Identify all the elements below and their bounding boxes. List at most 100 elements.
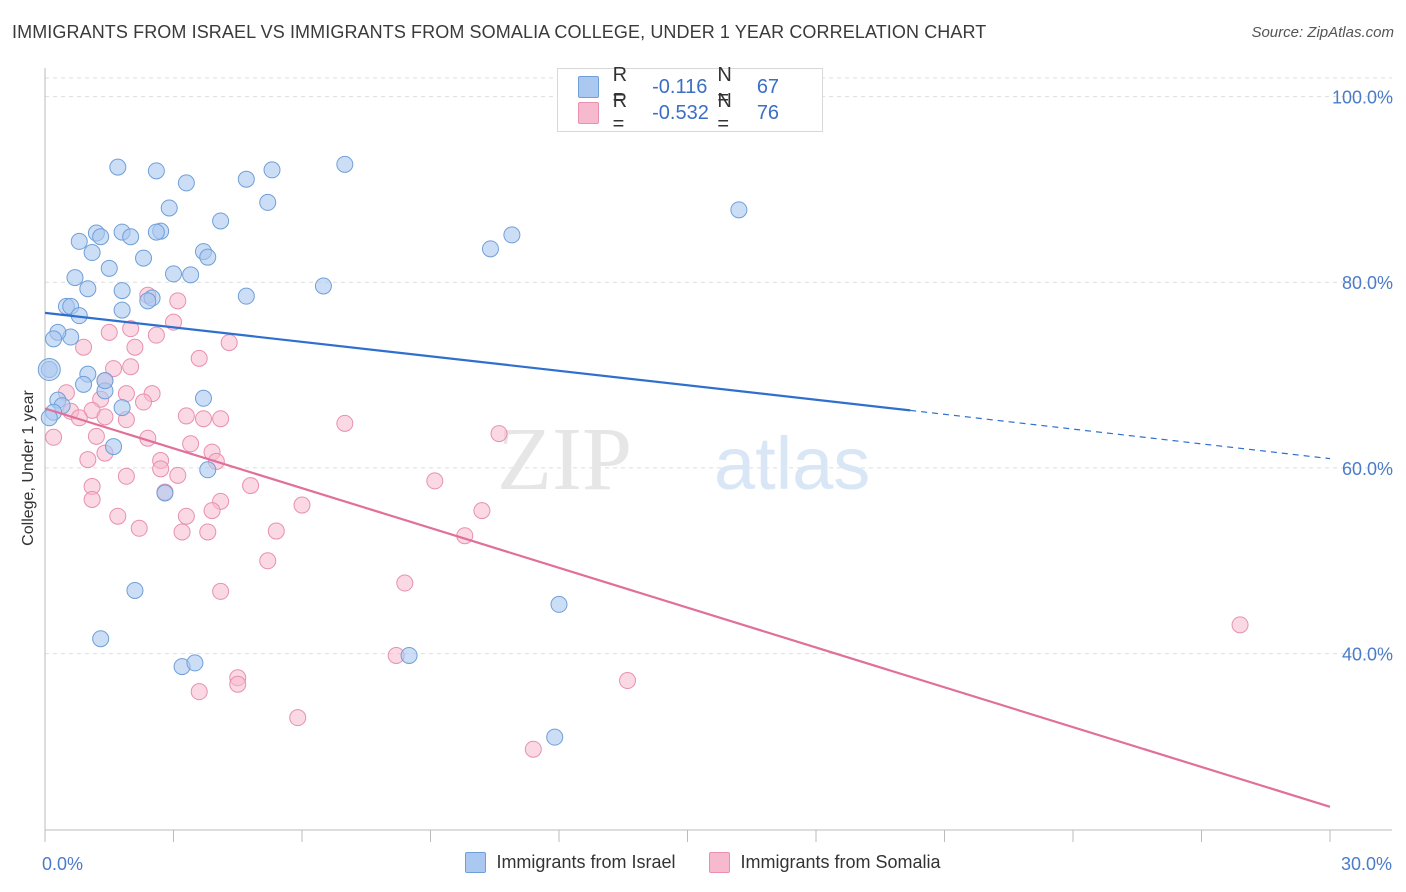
source-credit: Source: ZipAtlas.com — [1251, 24, 1394, 41]
point-somalia — [242, 477, 260, 495]
point-somalia — [152, 460, 170, 478]
point-israel — [186, 654, 204, 672]
point-israel — [156, 484, 174, 502]
point-somalia — [212, 410, 230, 428]
point-somalia — [79, 451, 97, 469]
point-israel — [75, 375, 93, 393]
point-israel — [147, 223, 165, 241]
point-israel — [400, 646, 418, 664]
point-somalia — [267, 522, 285, 540]
legend-n-label: N = — [717, 90, 732, 135]
legend-n-label: N = — [717, 64, 732, 109]
point-israel — [182, 266, 200, 284]
series-israel-points — [37, 155, 748, 746]
point-somalia — [96, 408, 114, 426]
trend-lines — [44, 311, 1331, 808]
point-somalia — [177, 507, 195, 525]
bottom-legend-israel: Immigrants from Israel — [465, 852, 675, 873]
gridlines — [45, 77, 1392, 655]
point-somalia — [426, 472, 444, 490]
y-tick-label: 60.0% — [1342, 459, 1393, 479]
point-israel — [96, 372, 114, 390]
point-israel — [160, 199, 178, 217]
point-somalia — [199, 523, 217, 541]
point-somalia — [212, 582, 230, 600]
point-israel — [139, 292, 157, 310]
trend-line-israel — [44, 311, 911, 412]
point-israel — [177, 174, 195, 192]
point-israel — [481, 240, 499, 258]
point-somalia — [105, 360, 123, 378]
point-israel — [92, 228, 110, 246]
legend-r-israel: -0.116 — [652, 75, 708, 98]
point-somalia — [194, 410, 212, 428]
point-somalia — [190, 349, 208, 367]
point-israel — [66, 269, 84, 287]
bottom-legend: Immigrants from Israel Immigrants from S… — [0, 852, 1406, 873]
bottom-legend-somalia: Immigrants from Somalia — [709, 852, 941, 873]
legend-n-israel: 67 — [756, 75, 780, 98]
point-israel — [550, 595, 568, 613]
y-tick-label: 80.0% — [1342, 273, 1393, 293]
point-somalia — [100, 323, 118, 341]
point-somalia — [619, 672, 637, 690]
point-somalia — [336, 414, 354, 432]
point-israel — [113, 282, 131, 300]
point-israel — [126, 581, 144, 599]
point-israel — [165, 265, 182, 283]
point-somalia — [182, 435, 200, 453]
legend-row-israel: R = -0.116 N = 67 — [578, 64, 822, 109]
y-tick-label: 40.0% — [1342, 645, 1393, 665]
point-somalia — [169, 466, 187, 484]
point-israel — [314, 277, 332, 295]
watermark-atlas: atlas — [714, 422, 870, 505]
point-somalia — [135, 393, 153, 411]
bottom-legend-label-israel: Immigrants from Israel — [496, 852, 676, 872]
point-israel — [212, 212, 230, 230]
point-somalia — [122, 358, 140, 376]
x-tick-label: 0.0% — [42, 854, 83, 874]
point-somalia — [45, 428, 63, 446]
point-somalia — [490, 425, 508, 443]
point-israel — [105, 438, 123, 456]
point-somalia — [169, 292, 187, 310]
point-somalia — [220, 334, 238, 352]
point-somalia — [126, 338, 144, 356]
point-somalia — [190, 683, 208, 701]
point-israel — [109, 158, 127, 176]
point-israel — [546, 728, 564, 746]
point-somalia — [109, 507, 127, 525]
point-somalia — [293, 496, 311, 514]
watermark: ZIP atlas — [497, 410, 870, 509]
point-israel — [730, 201, 748, 219]
point-israel — [70, 232, 88, 250]
point-somalia — [396, 574, 414, 592]
tick-labels: 40.0% 60.0% 80.0% 100.0% 0.0% 30.0% — [42, 88, 1393, 874]
point-israel — [237, 287, 255, 305]
point-israel — [113, 301, 131, 319]
point-somalia — [147, 326, 165, 344]
bottom-legend-swatch-israel — [465, 852, 487, 873]
legend-r-label: R = — [612, 90, 628, 135]
bottom-legend-swatch-somalia — [709, 852, 731, 873]
trend-line-israel-extension — [910, 409, 1331, 460]
legend-r-somalia: -0.532 — [652, 101, 709, 124]
y-tick-label: 100.0% — [1332, 88, 1393, 108]
point-israel — [37, 358, 61, 382]
point-somalia — [130, 519, 148, 537]
point-somalia — [524, 740, 542, 758]
point-israel — [259, 193, 277, 211]
point-israel — [199, 248, 217, 266]
point-israel — [503, 226, 521, 244]
point-israel — [194, 389, 212, 407]
point-somalia — [1231, 616, 1249, 634]
legend-r-label: R = — [612, 64, 628, 109]
point-israel — [237, 170, 255, 188]
point-israel — [135, 249, 153, 267]
point-somalia — [173, 523, 191, 541]
point-somalia — [83, 490, 101, 508]
bottom-legend-label-somalia: Immigrants from Somalia — [740, 852, 941, 872]
point-somalia — [75, 338, 93, 356]
point-israel — [92, 630, 110, 648]
legend-swatch-israel — [578, 76, 599, 98]
